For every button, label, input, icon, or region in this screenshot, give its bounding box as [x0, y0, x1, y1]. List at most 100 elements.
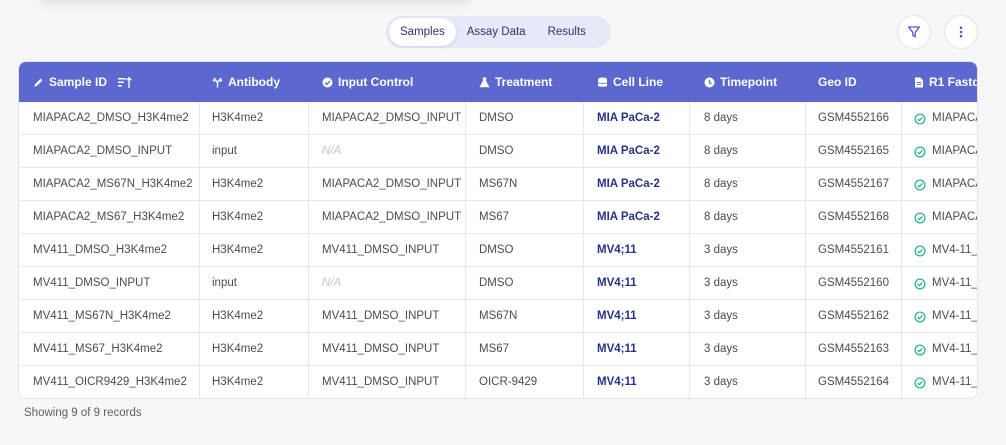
- cell-treatment: MS67N: [479, 310, 518, 322]
- column-divider: [689, 135, 690, 168]
- table-row[interactable]: MV411_DMSO_H3K4me2 H3K4me2 MV411_DMSO_INPU…: [19, 234, 978, 267]
- cell-antibody: H3K4me2: [212, 244, 264, 256]
- sort-ascending-icon[interactable]: [117, 75, 133, 89]
- database-icon: [597, 77, 608, 88]
- cell-cell-line[interactable]: MV4;11: [597, 244, 637, 256]
- cell-cell-line[interactable]: MV4;11: [597, 310, 637, 322]
- column-divider: [689, 201, 690, 234]
- column-divider: [689, 300, 690, 333]
- cell-timepoint: 8 days: [704, 178, 738, 190]
- column-divider: [583, 234, 584, 267]
- table-row[interactable]: MV411_OICR9429_H3K4me2 H3K4me2 MV411_DMSO_…: [19, 366, 978, 398]
- cell-timepoint: 8 days: [704, 112, 738, 124]
- cell-geo-id: GSM4552163: [818, 343, 889, 355]
- column-divider: [901, 135, 902, 168]
- column-divider: [583, 102, 584, 135]
- cell-cell-line[interactable]: MV4;11: [597, 343, 637, 355]
- column-divider: [465, 102, 466, 135]
- column-divider: [583, 366, 584, 398]
- column-label: Treatment: [495, 75, 553, 89]
- column-divider: [689, 234, 690, 267]
- flask-icon: [479, 77, 490, 88]
- cell-r1-fastq[interactable]: MV4-11_: [914, 300, 978, 333]
- tab-results[interactable]: Results: [547, 26, 586, 38]
- cell-cell-line[interactable]: MV4;11: [597, 277, 637, 289]
- fastq-filename: MV4-11_: [932, 376, 978, 388]
- table-row[interactable]: MIAPACA2_MS67N_H3K4me2 H3K4me2 MIAPACA2_DM…: [19, 168, 977, 201]
- column-header-input-control[interactable]: Input Control: [322, 62, 413, 102]
- cell-cell-line[interactable]: MIA PaCa-2: [597, 112, 660, 124]
- column-divider: [583, 135, 584, 168]
- cell-sample-id: MIAPACA2_MS67N_H3K4me2: [33, 178, 193, 190]
- cell-timepoint: 8 days: [704, 145, 738, 157]
- column-header-geo-id[interactable]: Geo ID: [818, 62, 857, 102]
- column-divider: [583, 168, 584, 201]
- cell-sample-id: MV411_DMSO_INPUT: [33, 277, 151, 289]
- cell-cell-line[interactable]: MIA PaCa-2: [597, 178, 660, 190]
- table-row[interactable]: MV411_MS67N_H3K4me2 H3K4me2 MV411_DMSO_INP…: [19, 300, 978, 333]
- table-row[interactable]: MIAPACA2_DMSO_H3K4me2 H3K4me2 MIAPACA2_DMS…: [19, 102, 977, 135]
- check-circle-icon: [914, 145, 926, 158]
- cell-antibody: H3K4me2: [212, 211, 264, 223]
- column-divider: [308, 366, 309, 398]
- records-count: Showing 9 of 9 records: [24, 407, 142, 419]
- cell-cell-line[interactable]: MV4;11: [597, 376, 637, 388]
- cell-input-control: MV411_DMSO_INPUT: [322, 376, 440, 388]
- view-tabs: Samples Assay Data Results: [386, 16, 611, 48]
- fastq-filename: MV4-11_: [932, 277, 978, 289]
- column-divider: [199, 300, 200, 333]
- cell-sample-id: MV411_OICR9429_H3K4me2: [33, 376, 187, 388]
- cell-r1-fastq[interactable]: MV4-11_: [914, 234, 978, 267]
- column-header-timepoint[interactable]: Timepoint: [704, 62, 777, 102]
- column-label: Sample ID: [49, 75, 108, 89]
- cell-input-control: MV411_DMSO_INPUT: [322, 310, 440, 322]
- column-divider: [308, 168, 309, 201]
- column-label: Cell Line: [613, 75, 664, 89]
- column-divider: [689, 333, 690, 366]
- cell-r1-fastq[interactable]: MV4-11_: [914, 267, 978, 300]
- cell-r1-fastq[interactable]: MIAPACA: [914, 201, 978, 234]
- column-divider: [465, 234, 466, 267]
- tab-samples[interactable]: Samples: [389, 18, 456, 46]
- fastq-filename: MV4-11_: [932, 343, 978, 355]
- cell-cell-line[interactable]: MIA PaCa-2: [597, 211, 660, 223]
- cell-sample-id: MIAPACA2_DMSO_INPUT: [33, 145, 173, 157]
- cell-r1-fastq[interactable]: MIAPACA: [914, 168, 977, 201]
- column-header-antibody[interactable]: Antibody: [212, 62, 280, 102]
- column-divider: [901, 366, 902, 398]
- column-divider: [689, 366, 690, 398]
- column-header-cell-line[interactable]: Cell Line: [597, 62, 663, 102]
- cell-treatment: MS67: [479, 343, 510, 355]
- fastq-filename: MV4-11_: [932, 310, 978, 322]
- cell-r1-fastq[interactable]: MV4-11_: [914, 333, 978, 366]
- table-row[interactable]: MV411_DMSO_INPUT input N/A DMSO MV4;11 3 days…: [19, 267, 978, 300]
- table-row[interactable]: MV411_MS67_H3K4me2 H3K4me2 MV411_DMSO_INPU…: [19, 333, 978, 366]
- more-options-button[interactable]: [944, 15, 978, 49]
- cell-input-control: MV411_DMSO_INPUT: [322, 244, 440, 256]
- table-row[interactable]: MIAPACA2_DMSO_INPUT input N/A DMSO MIA PaCa-…: [19, 135, 977, 168]
- check-circle-icon: [914, 178, 926, 191]
- column-header-sample-id[interactable]: Sample ID: [33, 62, 133, 102]
- column-divider: [583, 333, 584, 366]
- cell-timepoint: 8 days: [704, 211, 738, 223]
- tab-assay-data[interactable]: Assay Data: [466, 26, 526, 38]
- cell-input-control: N/A: [322, 277, 342, 289]
- column-header-treatment[interactable]: Treatment: [479, 62, 552, 102]
- cell-timepoint: 3 days: [704, 244, 738, 256]
- column-header-r1-fastq[interactable]: R1 Fastq: [914, 62, 977, 102]
- column-divider: [805, 201, 806, 234]
- cell-r1-fastq[interactable]: MIAPACA: [914, 102, 977, 135]
- filter-button[interactable]: [897, 15, 931, 49]
- cell-r1-fastq[interactable]: MV4-11_: [914, 366, 978, 398]
- more-vertical-icon: [959, 26, 963, 38]
- fastq-filename: MIAPACA: [932, 211, 978, 223]
- cell-r1-fastq[interactable]: MIAPACA: [914, 135, 977, 168]
- column-label: Timepoint: [720, 75, 778, 89]
- column-divider: [805, 333, 806, 366]
- samples-table: Sample ID Antibody Input Control: [18, 61, 978, 399]
- table-row[interactable]: MIAPACA2_MS67_H3K4me2 H3K4me2 MIAPACA2_DMS…: [19, 201, 978, 234]
- fastq-filename: MV4-11_: [932, 244, 978, 256]
- antibody-icon: [212, 77, 223, 88]
- cell-cell-line[interactable]: MIA PaCa-2: [597, 145, 660, 157]
- column-divider: [583, 267, 584, 300]
